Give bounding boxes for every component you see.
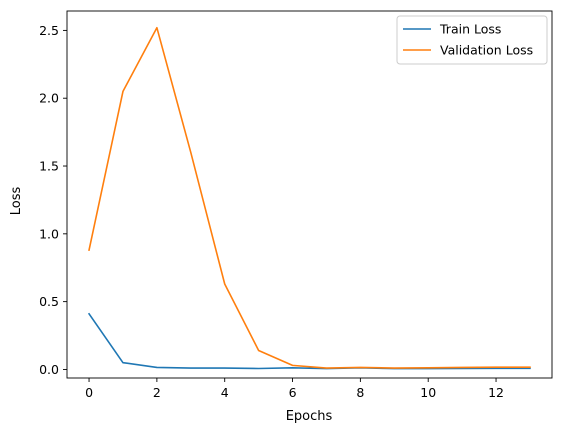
- y-tick-label: 0.5: [39, 294, 59, 309]
- axes-frame: [66, 10, 553, 379]
- x-tick-label: 4: [221, 385, 229, 400]
- y-tick-label: 2.5: [39, 23, 59, 38]
- x-tick-label: 6: [289, 385, 297, 400]
- x-axis-label: Epochs: [286, 409, 333, 424]
- plot-area: [87, 26, 531, 370]
- x-tick-label: 12: [488, 385, 504, 400]
- legend-label: Validation Loss: [440, 43, 533, 58]
- legend-box: [396, 15, 548, 65]
- y-axis-label: Loss: [9, 187, 24, 216]
- legend: Train Loss Validation Loss: [396, 15, 548, 65]
- x-tick-label: 2: [153, 385, 161, 400]
- y-tick-label: 1.0: [39, 226, 59, 241]
- y-tick-label: 1.5: [39, 159, 59, 174]
- legend-label: Train Loss: [439, 22, 501, 37]
- axes: 0 2 4 6 8 10 12 0.0 0.5 1.0 1.5 2.0 2.5: [39, 10, 553, 400]
- x-tick-label: 10: [420, 385, 436, 400]
- series-line-train-loss: [87, 312, 531, 370]
- x-tick-label: 0: [85, 385, 93, 400]
- y-tick-label: 0.0: [39, 362, 59, 377]
- y-tick-label: 2.0: [39, 91, 59, 106]
- series-line-validation-loss: [88, 26, 531, 369]
- x-tick-label: 8: [356, 385, 364, 400]
